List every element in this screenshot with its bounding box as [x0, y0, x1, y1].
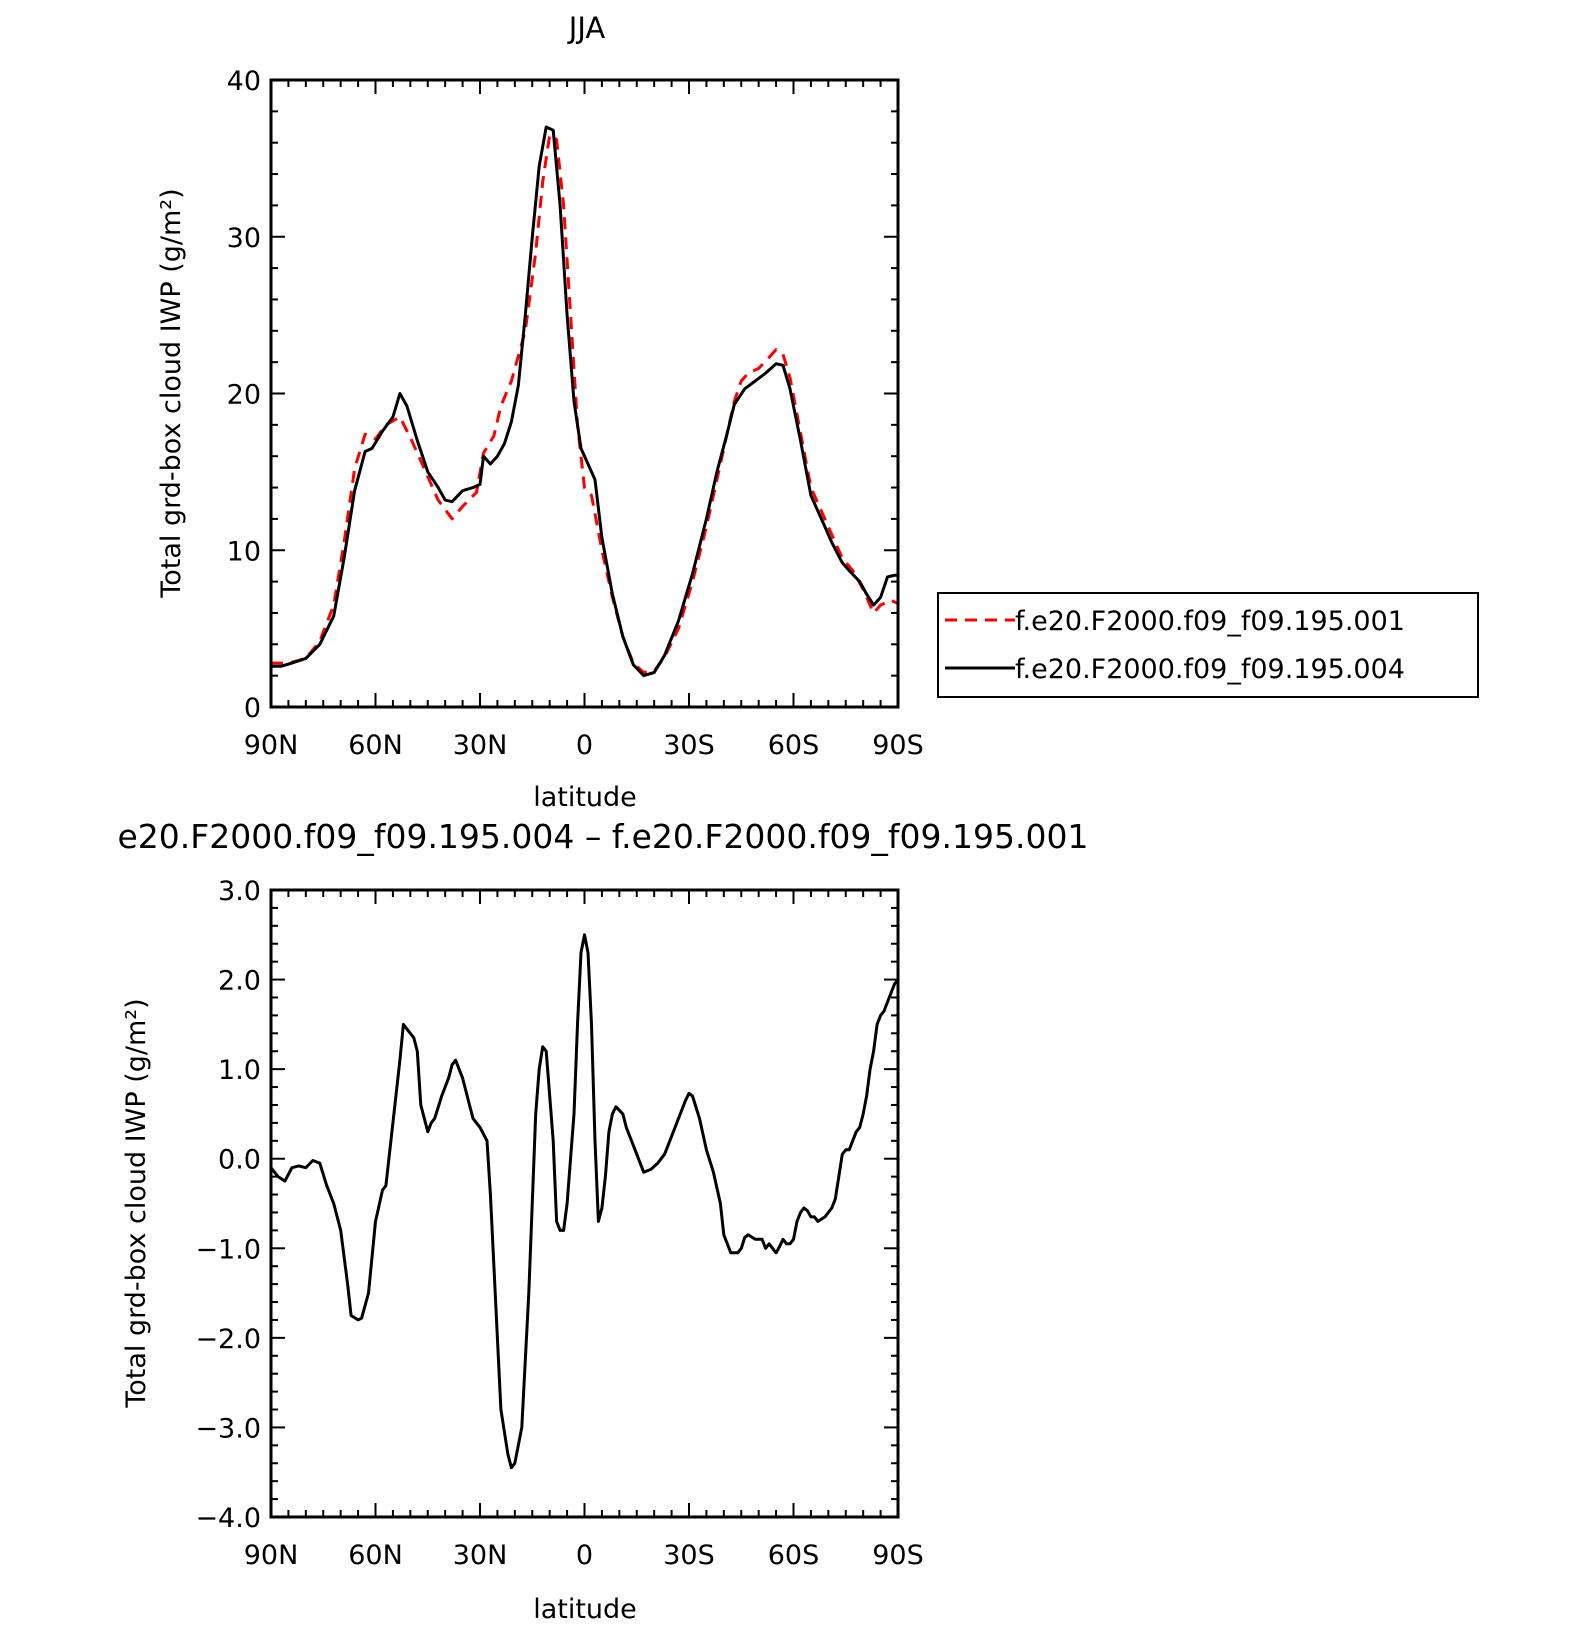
- bottom-x-tick-label: 0: [576, 1540, 593, 1571]
- top-series-line-1: [271, 133, 899, 674]
- bottom-chart-ticks: [270, 889, 899, 1518]
- top-chart-series-group: [271, 125, 899, 678]
- bottom-y-tick-label: 2.0: [218, 966, 261, 997]
- top-x-tick-label: 0: [576, 730, 593, 761]
- bottom-chart-plot-area: [269, 888, 900, 1519]
- bottom-y-tick-label: 1.0: [218, 1055, 261, 1086]
- top-x-tick-label: 30N: [453, 730, 508, 761]
- legend-box: [937, 592, 1479, 698]
- bottom-y-tick-label: 3.0: [218, 876, 261, 907]
- top-x-tick-label: 30S: [663, 730, 715, 761]
- top-chart-x-tick-labels: 90N 60N 30N 0 30S 60S 90S: [244, 730, 924, 761]
- top-y-tick-label: 20: [227, 380, 261, 411]
- bottom-chart-y-axis-label: Total grd-box cloud IWP (g/m²): [121, 998, 152, 1408]
- top-x-tick-label: 90N: [244, 730, 299, 761]
- top-chart-plot-area: [269, 78, 900, 709]
- top-chart-x-axis-label: latitude: [533, 782, 637, 813]
- top-chart: JJA 0 10 20 30 40 90N 60N 30N 0 30S 60S 90S latitu…: [156, 11, 1479, 813]
- bottom-y-tick-label: −1.0: [195, 1234, 261, 1265]
- bottom-chart-y-tick-labels: 3.0 2.0 1.0 0.0 −1.0 −2.0 −3.0 −4.0: [195, 876, 261, 1534]
- bottom-x-tick-label: 60N: [348, 1540, 403, 1571]
- bottom-x-tick-label: 90N: [244, 1540, 299, 1571]
- top-chart-y-tick-labels: 0 10 20 30 40: [227, 66, 261, 724]
- top-x-tick-label: 60N: [348, 730, 403, 761]
- bottom-y-tick-label: 0.0: [218, 1145, 261, 1176]
- top-y-tick-label: 40: [227, 66, 261, 97]
- bottom-y-tick-label: −2.0: [195, 1324, 261, 1355]
- bottom-chart-x-axis-label: latitude: [533, 1594, 637, 1625]
- bottom-chart-series-group: [269, 933, 900, 1470]
- top-y-tick-label: 0: [244, 693, 261, 724]
- bottom-chart-x-tick-labels: 90N 60N 30N 0 30S 60S 90S: [244, 1540, 924, 1571]
- legend-label-001: f.e20.F2000.f09_f09.195.001: [1015, 606, 1405, 637]
- top-chart-y-axis-label: Total grd-box cloud IWP (g/m²): [156, 188, 187, 598]
- top-chart-title: JJA: [567, 11, 606, 45]
- top-series-line-2: [271, 125, 898, 678]
- bottom-x-tick-label: 90S: [872, 1540, 924, 1571]
- top-y-tick-label: 30: [227, 223, 261, 254]
- bottom-series-line-1: [269, 933, 900, 1470]
- top-chart-ticks: [270, 79, 899, 708]
- bottom-x-tick-label: 30N: [453, 1540, 508, 1571]
- legend-label-004: f.e20.F2000.f09_f09.195.004: [1015, 654, 1405, 685]
- bottom-chart: e20.F2000.f09_f09.195.004 – f.e20.F2000.…: [117, 817, 1088, 1625]
- bottom-y-tick-label: −3.0: [195, 1413, 261, 1444]
- bottom-chart-title: e20.F2000.f09_f09.195.004 – f.e20.F2000.…: [117, 817, 1088, 856]
- bottom-x-tick-label: 30S: [663, 1540, 715, 1571]
- top-y-tick-label: 10: [227, 536, 261, 567]
- bottom-x-tick-label: 60S: [768, 1540, 820, 1571]
- bottom-y-tick-label: −4.0: [195, 1503, 261, 1534]
- top-chart-legend: f.e20.F2000.f09_f09.195.001 f.e20.F2000.…: [937, 592, 1479, 698]
- top-x-tick-label: 60S: [768, 730, 820, 761]
- top-x-tick-label: 90S: [872, 730, 924, 761]
